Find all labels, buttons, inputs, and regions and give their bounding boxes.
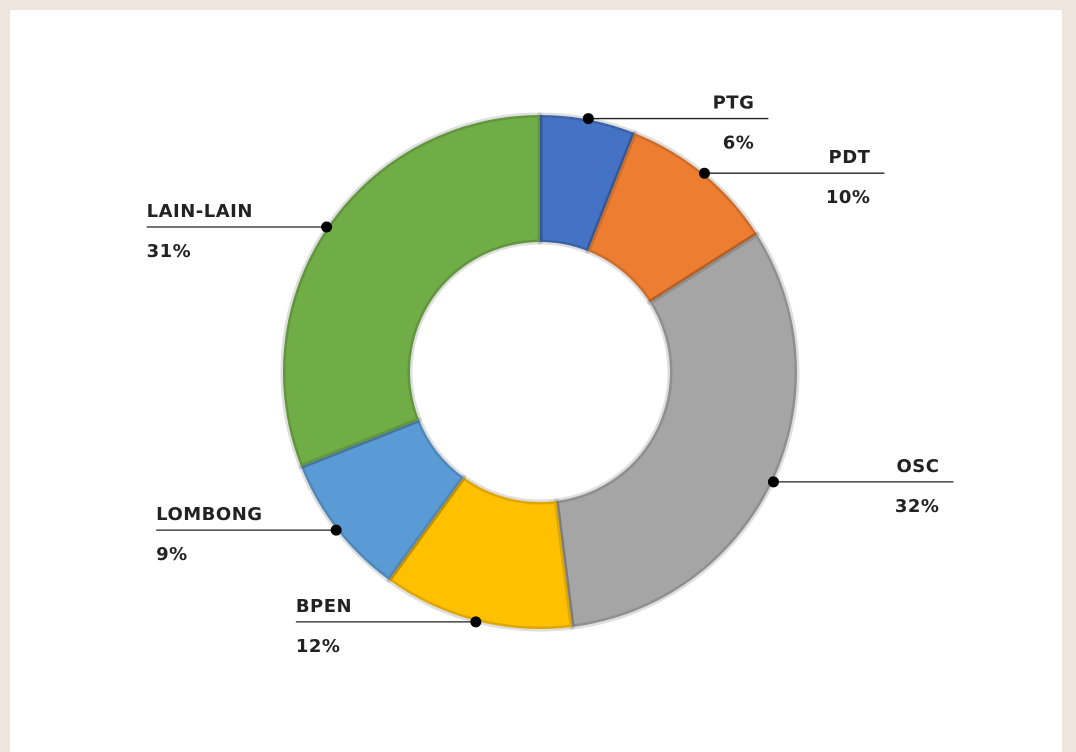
slice-label: BPEN xyxy=(296,596,352,617)
slice-label: LOMBONG xyxy=(156,504,262,525)
slice xyxy=(537,112,638,254)
slice xyxy=(585,130,760,305)
slice xyxy=(386,474,575,632)
value-label: 6% xyxy=(723,133,755,154)
value-label: 12% xyxy=(296,636,341,657)
value-label: 9% xyxy=(156,544,188,565)
leader-dot xyxy=(470,616,482,628)
leader-dot xyxy=(330,524,342,536)
value-label: 10% xyxy=(826,187,871,208)
slice xyxy=(553,231,800,630)
slice xyxy=(298,417,467,583)
slice-label: LAIN-LAIN xyxy=(147,201,253,222)
value-label: 31% xyxy=(147,241,192,262)
leader-dot xyxy=(767,476,779,488)
slice-label: PDT xyxy=(829,147,871,168)
leader-dot xyxy=(698,167,710,179)
leader-dot xyxy=(582,113,594,125)
value-label: 32% xyxy=(895,496,940,517)
leader-dot xyxy=(321,221,333,233)
slice-label: OSC xyxy=(896,456,939,477)
slice-label: PTG xyxy=(713,93,755,114)
slice xyxy=(280,112,543,470)
